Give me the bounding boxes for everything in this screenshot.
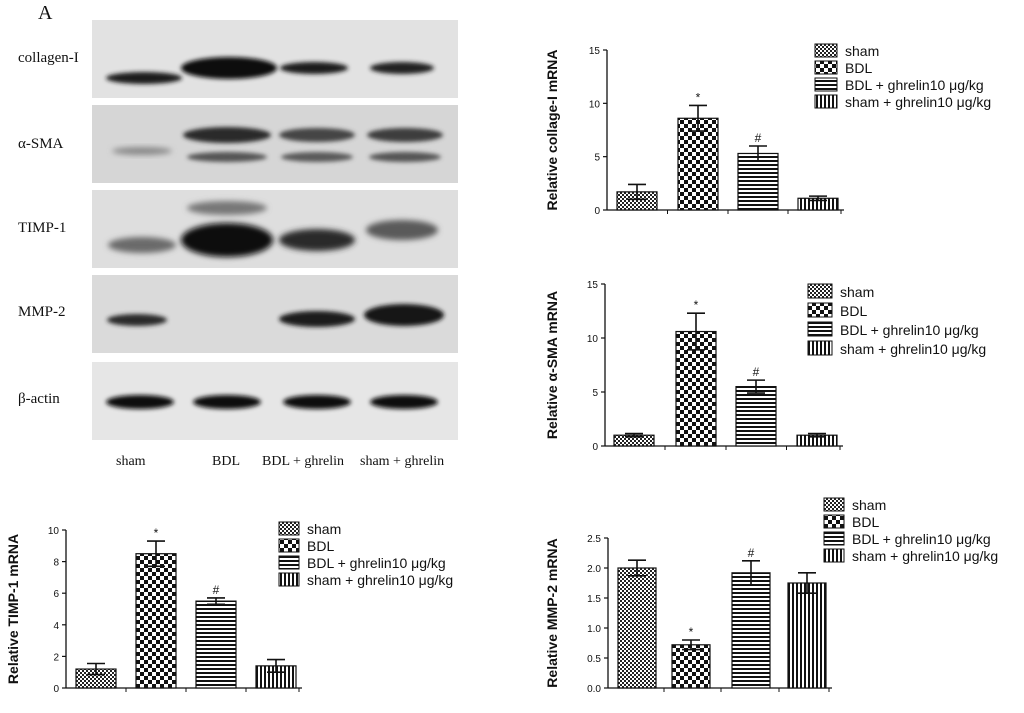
significance-mark: # (748, 546, 755, 560)
significance-mark: * (154, 526, 159, 540)
lane-label-bdl-ghrelin: BDL + ghrelin (262, 454, 345, 469)
y-tick-label: 6 (53, 589, 59, 600)
blot-strip-mmp2 (92, 275, 458, 353)
legend-label-3: BDL + ghrelin10 μg/kg (307, 555, 446, 571)
bar-2 (135, 553, 177, 689)
mmp2-mrna-chart: Relative MMP-2 mRNA 0.0 0.5 1.0 1.5 2.0 2.5 * # s… (544, 497, 998, 695)
blot-label-timp1: TIMP-1 (18, 220, 67, 236)
legend-swatch-1 (807, 283, 833, 299)
legend-label-2: BDL (840, 303, 867, 319)
legend-swatch-4 (814, 94, 838, 109)
legend-label-4: sham + ghrelin10 μg/kg (852, 548, 998, 564)
blot-strip-asma (92, 105, 458, 183)
legend-label-4: sham + ghrelin10 μg/kg (840, 341, 986, 357)
blot-strip-collagen (92, 20, 458, 98)
y-tick-label: 8 (53, 558, 59, 569)
bar-1 (617, 567, 657, 689)
y-tick-label: 0 (592, 442, 598, 453)
legend-swatch-1 (823, 497, 845, 512)
bar-3 (737, 152, 779, 211)
y-tick-label: 0 (53, 684, 59, 695)
legend-label-1: sham (307, 521, 341, 537)
y-tick-label: 1.0 (587, 624, 601, 635)
y-tick-label: 5 (592, 388, 598, 399)
legend-swatch-3 (823, 531, 845, 546)
legend-swatch-2 (823, 514, 845, 529)
legend-label-1: sham (852, 497, 886, 513)
collagen-mrna-chart: Relative collage-I mRNA 0 5 10 15 * # shamBDLBD… (544, 43, 991, 217)
legend-swatch-3 (814, 77, 838, 92)
significance-mark: * (696, 90, 701, 104)
legend-swatch-2 (814, 60, 838, 75)
y-tick-label: 0.0 (587, 684, 601, 695)
legend-swatch-2 (278, 538, 300, 553)
y-tick-label: 0 (594, 206, 600, 217)
bar-3 (195, 600, 237, 689)
legend-swatch-4 (807, 340, 833, 356)
lane-label-sham-ghrelin: sham + ghrelin (360, 454, 445, 469)
y-tick-label: 2 (53, 652, 59, 663)
blot-label-asma: α-SMA (18, 136, 64, 152)
legend-label-4: sham + ghrelin10 μg/kg (845, 94, 991, 110)
y-tick-label: 1.5 (587, 594, 601, 605)
significance-mark: * (689, 625, 694, 639)
legend-label-2: BDL (845, 60, 872, 76)
y-tick-label: 5 (594, 153, 600, 164)
legend-swatch-2 (807, 302, 833, 318)
y-axis-label: Relative MMP-2 mRNA (544, 538, 560, 687)
lane-label-sham: sham (116, 454, 146, 469)
blot-label-mmp2: MMP-2 (18, 304, 66, 320)
y-axis-label: Relative α-SMA mRNA (544, 291, 560, 439)
y-tick-label: 0.5 (587, 654, 601, 665)
blot-label-bactin: β-actin (18, 391, 60, 407)
legend-swatch-4 (278, 572, 300, 587)
y-tick-label: 2.5 (587, 534, 601, 545)
bar-2 (671, 644, 711, 689)
significance-mark: # (753, 365, 760, 379)
timp1-mrna-chart: Relative TIMP-1 mRNA 0 2 4 6 8 10 * # shamBDLBDL … (5, 521, 453, 695)
legend-label-3: BDL + ghrelin10 μg/kg (845, 77, 984, 93)
legend-label-1: sham (840, 284, 874, 300)
y-tick-label: 15 (587, 280, 599, 291)
y-tick-label: 10 (589, 99, 601, 110)
y-axis-label: Relative collage-I mRNA (544, 49, 560, 210)
legend-label-3: BDL + ghrelin10 μg/kg (852, 531, 991, 547)
legend-label-4: sham + ghrelin10 μg/kg (307, 572, 453, 588)
legend-swatch-4 (823, 548, 845, 563)
y-tick-label: 15 (589, 46, 601, 57)
blot-label-collagen: collagen-I (18, 50, 79, 66)
lane-label-bdl: BDL (212, 454, 240, 469)
blot-strip-bactin (92, 362, 458, 440)
y-tick-label: 10 (48, 526, 60, 537)
bar-2 (677, 117, 719, 211)
bar-3 (731, 572, 771, 689)
asma-mrna-chart: Relative α-SMA mRNA 0 5 10 15 * # sham BDL BDL + … (544, 280, 986, 453)
legend-label-2: BDL (307, 538, 334, 554)
significance-mark: * (694, 298, 699, 312)
legend-swatch-3 (278, 555, 300, 570)
significance-mark: # (755, 131, 762, 145)
significance-mark: # (213, 583, 220, 597)
blot-strip-timp1 (92, 190, 458, 268)
legend-label-2: BDL (852, 514, 879, 530)
y-tick-label: 4 (53, 621, 59, 632)
legend-swatch-3 (807, 321, 833, 337)
bar-4 (787, 582, 827, 689)
panel-label: A (38, 2, 53, 24)
legend-swatch-1 (814, 43, 838, 58)
legend-label-3: BDL + ghrelin10 μg/kg (840, 322, 979, 338)
y-tick-label: 2.0 (587, 564, 601, 575)
legend-label-1: sham (845, 43, 879, 59)
y-tick-label: 10 (587, 334, 599, 345)
bar-3 (735, 385, 777, 447)
legend-swatch-1 (278, 521, 300, 536)
y-axis-label: Relative TIMP-1 mRNA (5, 534, 21, 684)
